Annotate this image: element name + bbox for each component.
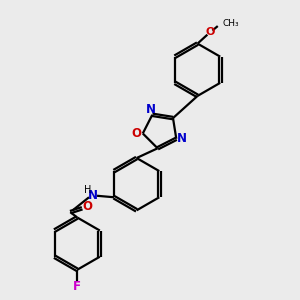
Text: O: O [206, 27, 215, 37]
Text: O: O [82, 200, 92, 213]
Text: H: H [84, 185, 92, 195]
Text: N: N [177, 132, 187, 145]
Text: N: N [146, 103, 156, 116]
Text: N: N [88, 189, 98, 202]
Text: O: O [131, 127, 141, 140]
Text: F: F [73, 280, 81, 293]
Text: CH₃: CH₃ [223, 19, 239, 28]
